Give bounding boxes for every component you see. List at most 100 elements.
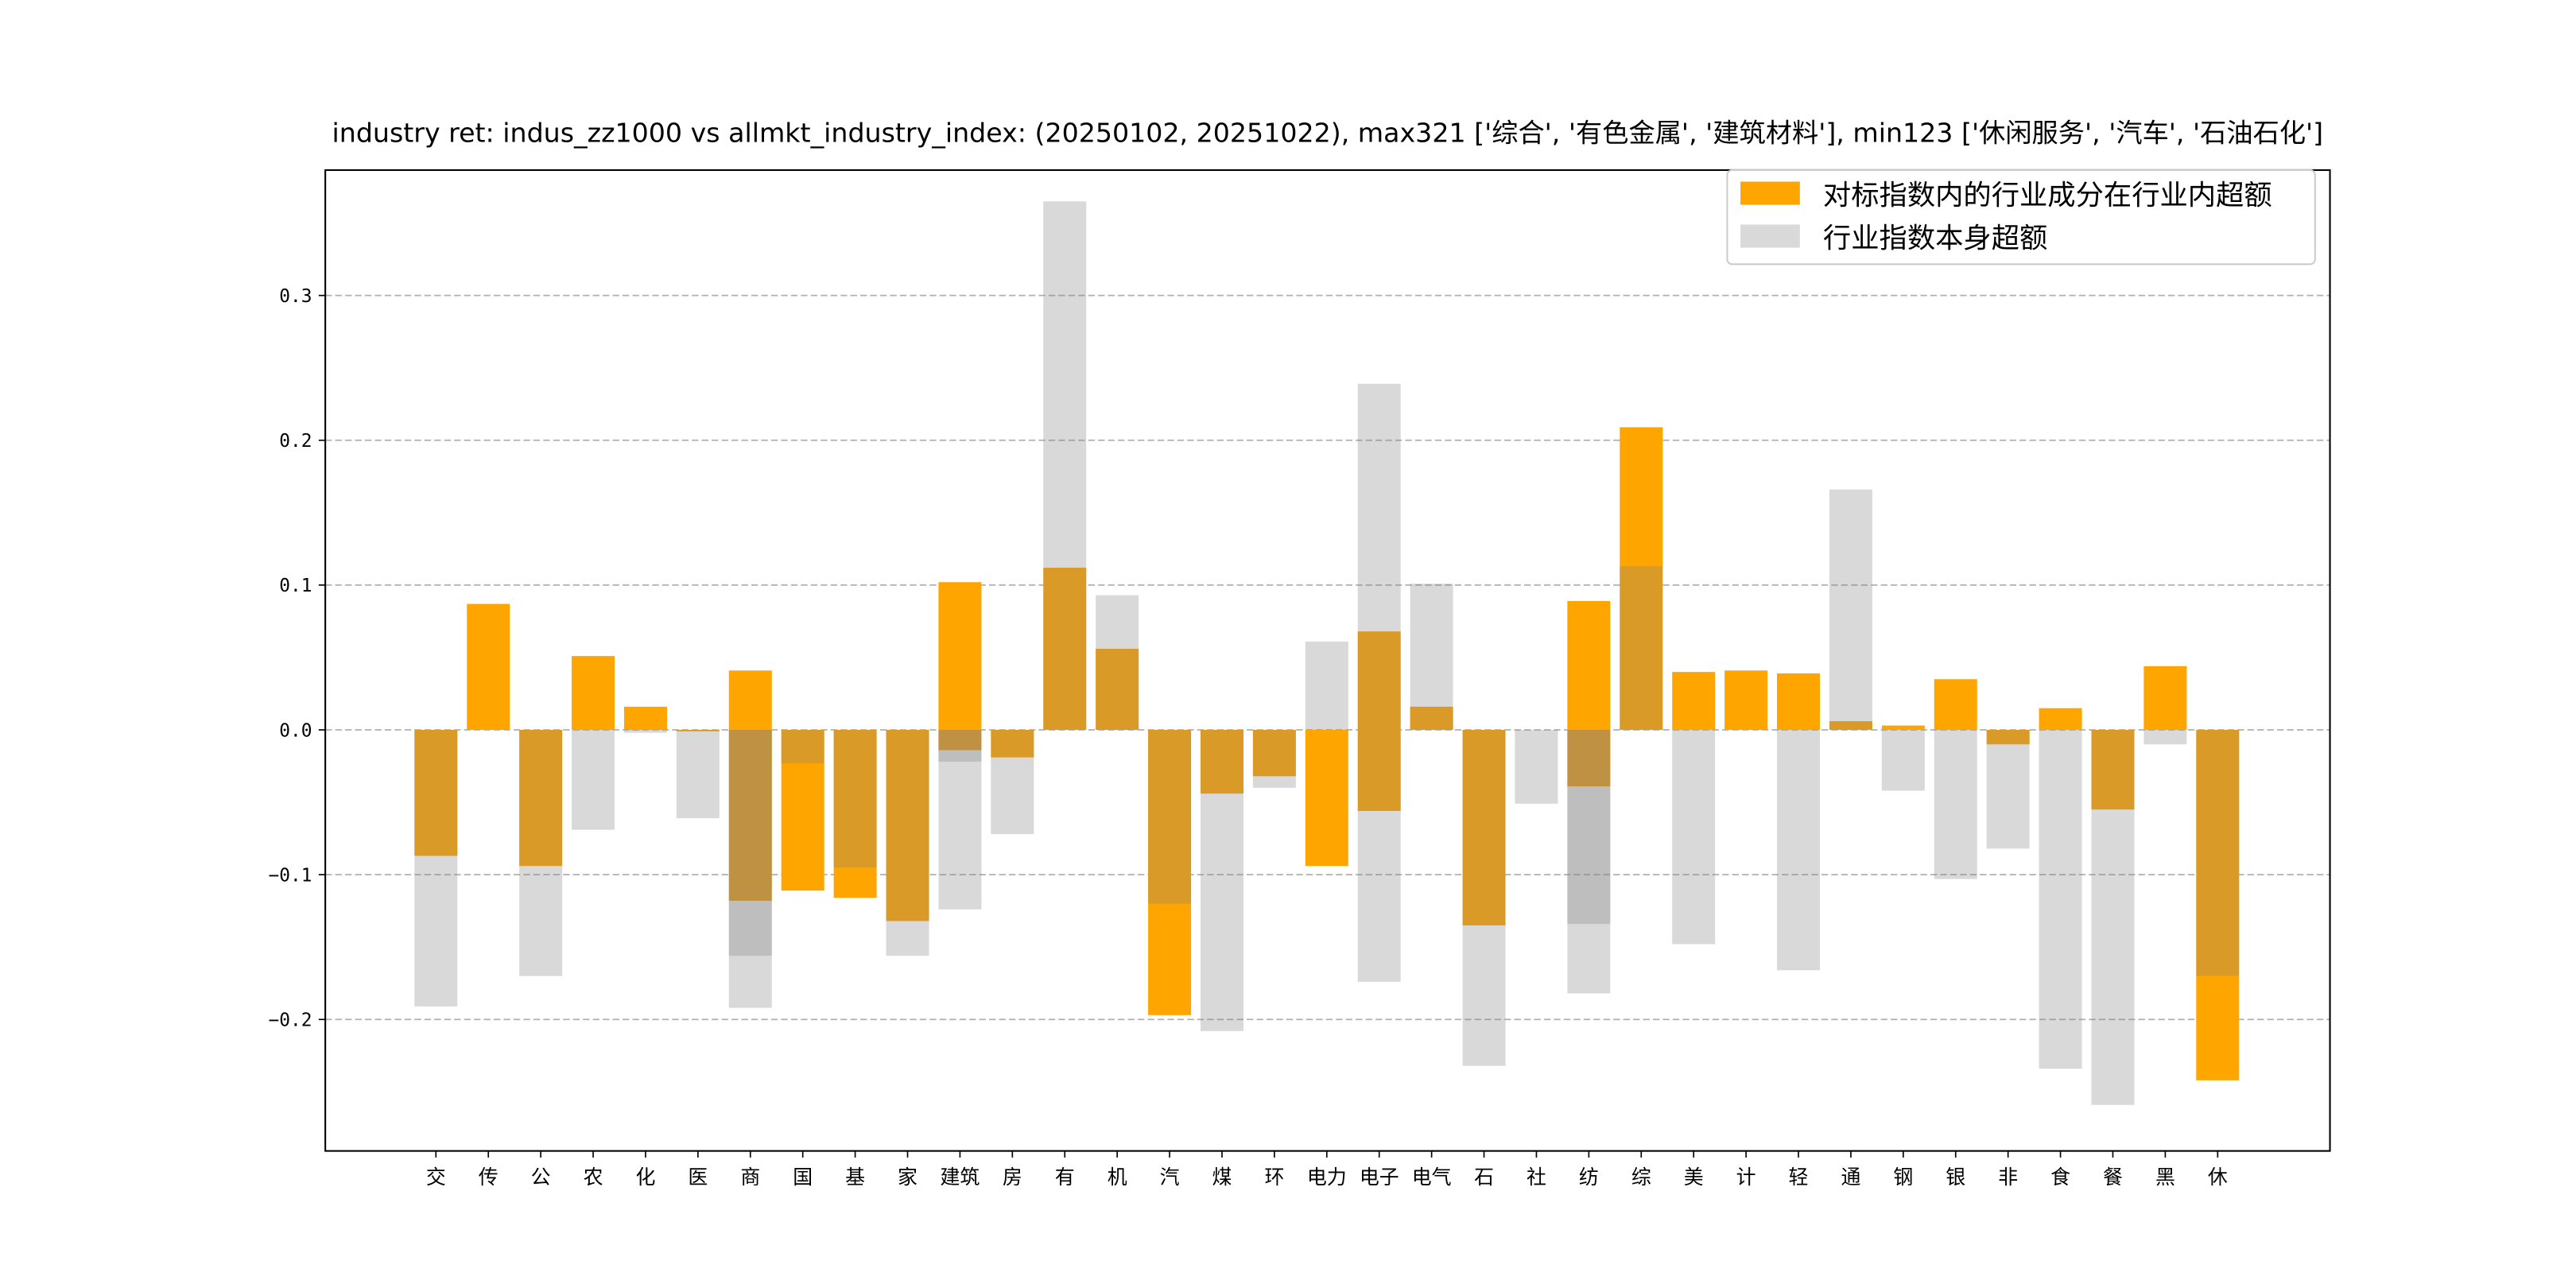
- bar-orange-休: [2196, 730, 2240, 1080]
- bar-orange-综: [1620, 427, 1663, 731]
- legend-label-orange: 对标指数内的行业成分在行业内超额: [1823, 180, 2272, 212]
- bar-orange-通: [1829, 721, 1872, 731]
- bar-gray-公: [519, 730, 563, 976]
- bar-orange-非: [1986, 730, 2030, 745]
- bar-gray-纺: [1567, 730, 1611, 994]
- legend-swatch-gray: [1740, 224, 1800, 248]
- x-axis: 交 传 公 农 化 医 商 国 基 家建筑房 有 机 汽 煤 环电力 电子 电气石 社 纺 综 美 计 轻 通 钢 银 非 食 餐 黑 休: [426, 1150, 2228, 1189]
- bar-orange-计: [1724, 670, 1768, 731]
- y-tick-label: −0.1: [269, 865, 312, 886]
- bar-gray-电气: [1410, 584, 1453, 731]
- y-tick-label: 0.2: [279, 431, 312, 452]
- legend-swatch-orange: [1740, 181, 1800, 205]
- x-tick-label: 国: [793, 1166, 813, 1189]
- bar-gray-煤: [1200, 730, 1243, 1031]
- bar-gray-家: [886, 730, 929, 956]
- chart-title: industry ret: indus_zz1000 vs allmkt_ind…: [332, 118, 2324, 149]
- x-tick-label: 化: [636, 1166, 656, 1189]
- bar-orange-交: [414, 730, 458, 856]
- bar-orange-电子: [1357, 730, 1401, 811]
- bar-gray-餐: [2091, 730, 2135, 1105]
- bar-orange-国: [781, 730, 824, 891]
- bar-orange-公: [519, 730, 563, 867]
- x-tick-label: 石: [1474, 1166, 1494, 1189]
- bar-gray-食: [2039, 730, 2082, 1069]
- bar-gray-机: [1096, 595, 1139, 731]
- bar-orange-汽: [1148, 730, 1192, 1015]
- x-tick-label: 非: [1998, 1166, 2018, 1189]
- bar-gray-钢: [1881, 730, 1925, 791]
- orange-series: [414, 427, 2240, 1080]
- bar-orange-有: [1043, 568, 1087, 731]
- bar-gray-电子: [1357, 383, 1401, 731]
- x-tick-label: 社: [1527, 1166, 1546, 1189]
- bar-orange-电力: [1305, 730, 1348, 867]
- bar-orange-石: [1462, 730, 1506, 925]
- x-tick-label: 农: [584, 1166, 603, 1189]
- bar-gray-房: [991, 730, 1034, 835]
- x-tick-label: 基: [845, 1166, 865, 1189]
- bar-orange-机: [1096, 649, 1139, 731]
- bar-gray-综: [1620, 566, 1663, 731]
- bar-orange-环: [1252, 730, 1296, 777]
- bar-gray-电子: [1357, 730, 1401, 982]
- x-tick-label: 电气: [1412, 1166, 1452, 1189]
- bar-gray-商: [728, 730, 772, 1008]
- x-tick-label: 公: [531, 1166, 551, 1189]
- bar-orange-电子: [1357, 631, 1401, 731]
- bar-orange-轻: [1777, 673, 1821, 731]
- bar-gray-商: [728, 730, 772, 956]
- bar-orange-家: [886, 730, 929, 921]
- bar-orange-煤: [1200, 730, 1243, 794]
- bar-orange-食: [2039, 708, 2082, 731]
- bar-gray-交: [414, 730, 458, 1007]
- bar-gray-有: [1043, 201, 1087, 731]
- y-tick-label: 0.3: [279, 286, 312, 307]
- x-tick-label: 电子: [1360, 1166, 1399, 1189]
- bar-gray-非: [1986, 730, 2030, 849]
- bar-gray-建筑: [938, 730, 982, 762]
- x-tick-label: 休: [2208, 1166, 2228, 1189]
- bar-gray-轻: [1777, 730, 1821, 971]
- x-tick-label: 计: [1736, 1166, 1756, 1189]
- x-tick-label: 汽: [1160, 1166, 1180, 1189]
- bar-orange-传: [467, 603, 510, 731]
- bar-gray-医: [676, 730, 720, 819]
- bar-gray-农: [572, 730, 615, 830]
- bar-gray-国: [781, 730, 824, 763]
- bar-orange-纺: [1567, 730, 1611, 787]
- x-tick-label: 纺: [1579, 1166, 1599, 1189]
- bar-orange-房: [991, 730, 1034, 758]
- bar-gray-纺: [1567, 730, 1611, 925]
- bar-orange-钢: [1881, 725, 1925, 731]
- x-tick-label: 餐: [2103, 1166, 2123, 1189]
- plot-frame: [324, 169, 2331, 1152]
- bar-gray-石: [1462, 730, 1506, 1066]
- y-tick-label: −0.2: [269, 1011, 312, 1031]
- x-tick-label: 美: [1684, 1166, 1704, 1189]
- x-tick-label: 建筑: [941, 1166, 980, 1189]
- x-tick-label: 环: [1264, 1166, 1284, 1189]
- x-tick-label: 机: [1108, 1166, 1127, 1189]
- x-tick-label: 煤: [1212, 1166, 1232, 1189]
- bar-orange-基: [833, 730, 877, 898]
- x-tick-label: 医: [688, 1166, 708, 1189]
- legend: 对标指数内的行业成分在行业内超额 行业指数本身超额: [1726, 169, 2316, 266]
- bar-orange-纺: [1567, 600, 1611, 731]
- bar-gray-汽: [1148, 730, 1192, 904]
- y-tick-label: 0.1: [279, 576, 312, 596]
- bar-orange-商: [728, 670, 772, 731]
- x-tick-label: 综: [1631, 1166, 1651, 1189]
- bar-orange-化: [623, 706, 667, 731]
- x-tick-label: 电力: [1307, 1166, 1347, 1189]
- bar-gray-基: [833, 730, 877, 868]
- x-tick-label: 钢: [1893, 1166, 1913, 1189]
- x-tick-label: 食: [2050, 1166, 2070, 1189]
- legend-label-gray: 行业指数本身超额: [1823, 223, 2047, 255]
- bar-gray-黑: [2143, 730, 2187, 745]
- bar-gray-电力: [1305, 641, 1348, 731]
- bar-orange-商: [728, 730, 772, 901]
- x-tick-label: 家: [898, 1166, 918, 1189]
- x-tick-label: 有: [1055, 1166, 1075, 1189]
- gray-series: [414, 201, 2240, 1105]
